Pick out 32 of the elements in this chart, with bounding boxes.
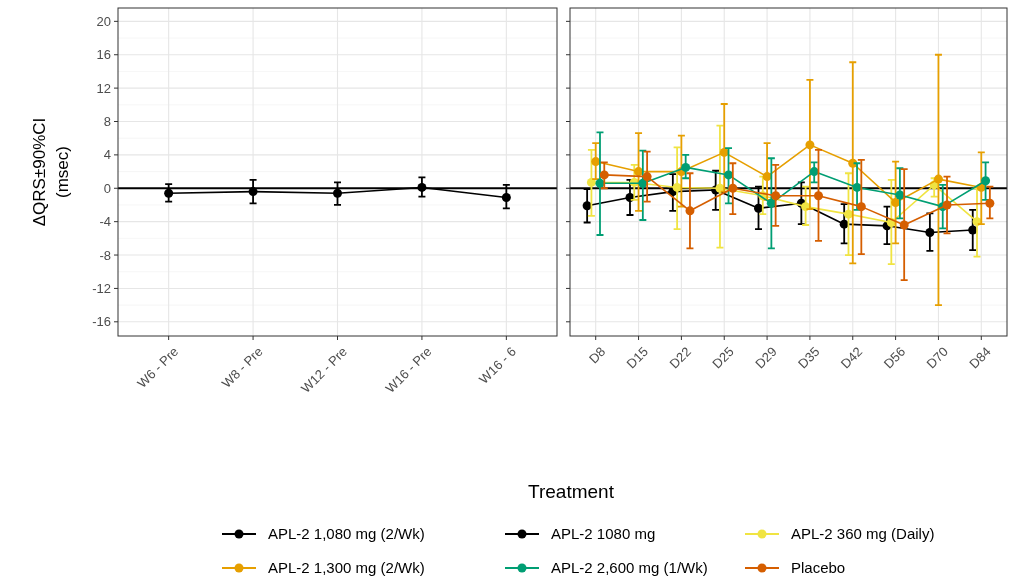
y-tick-label: -4 bbox=[99, 214, 111, 230]
x-tick-label: D22 bbox=[666, 343, 694, 372]
y-axis-title: ΔQRS±90%CI (msec) bbox=[29, 117, 73, 227]
y-tick-label: 0 bbox=[103, 180, 111, 196]
legend-label: APL-2 1080 mg bbox=[551, 525, 656, 543]
x-tick-label: W8 - Pre bbox=[218, 343, 266, 391]
y-tick-label: 16 bbox=[96, 47, 111, 63]
x-tick-label: D8 bbox=[585, 343, 609, 367]
legend-label: APL-2 2,600 mg (1/Wk) bbox=[551, 559, 708, 577]
y-tick-label: 4 bbox=[103, 147, 111, 163]
y-tick-label: 20 bbox=[96, 13, 111, 29]
x-tick-label: W16 - Pre bbox=[382, 343, 435, 396]
x-tick-label: W6 - Pre bbox=[134, 343, 182, 391]
x-tick-label: D25 bbox=[709, 343, 737, 372]
legend-label: APL-2 1,300 mg (2/Wk) bbox=[268, 559, 425, 577]
x-tick-label: D84 bbox=[966, 343, 994, 372]
y-tick-label: -8 bbox=[99, 247, 111, 263]
x-tick-label: D56 bbox=[880, 343, 909, 372]
legend-label: APL-2 360 mg (Daily) bbox=[791, 525, 935, 543]
x-tick-label: D42 bbox=[837, 343, 866, 372]
y-tick-label: -16 bbox=[92, 314, 111, 330]
x-tick-label: W12 - Pre bbox=[298, 343, 351, 396]
x-tick-label: D35 bbox=[795, 343, 823, 372]
legend-title: Treatment bbox=[528, 481, 615, 502]
legend-label: Placebo bbox=[791, 559, 846, 577]
x-tick-label: D70 bbox=[923, 343, 952, 372]
y-tick-label: -12 bbox=[92, 280, 111, 296]
legend-label: APL-2 1,080 mg (2/Wk) bbox=[268, 525, 425, 543]
x-tick-label: D29 bbox=[752, 343, 780, 372]
y-tick-label: 8 bbox=[103, 114, 111, 130]
y-tick-label: 12 bbox=[96, 80, 111, 96]
x-tick-label: D15 bbox=[623, 343, 652, 372]
